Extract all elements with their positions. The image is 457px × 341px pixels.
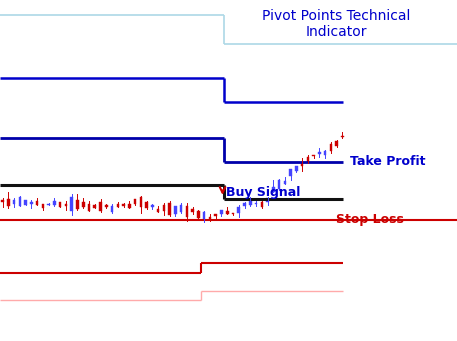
Text: Buy Signal: Buy Signal	[226, 186, 301, 199]
Bar	[13, 200, 16, 205]
Bar	[243, 203, 246, 206]
Bar	[341, 135, 344, 137]
Bar	[238, 207, 240, 213]
Bar	[220, 210, 223, 213]
Bar	[335, 142, 338, 146]
Text: Take Profit: Take Profit	[350, 155, 425, 168]
Bar	[278, 180, 281, 189]
Bar	[312, 155, 315, 157]
Bar	[76, 200, 79, 209]
Bar	[111, 206, 113, 212]
Text: Stop Loss: Stop Loss	[336, 213, 404, 226]
Bar	[266, 197, 269, 202]
Bar	[53, 202, 56, 205]
Bar	[105, 205, 107, 207]
Bar	[295, 166, 298, 170]
Bar	[168, 203, 171, 215]
Bar	[255, 203, 257, 204]
Bar	[249, 200, 251, 205]
Bar	[59, 202, 62, 207]
Bar	[128, 204, 131, 208]
Bar	[174, 206, 177, 214]
Bar	[42, 204, 44, 208]
Bar	[318, 152, 321, 154]
Bar	[19, 197, 21, 206]
Text: Pivot Points Technical
Indicator: Pivot Points Technical Indicator	[262, 9, 410, 39]
Bar	[36, 201, 38, 205]
Bar	[99, 202, 102, 211]
Bar	[94, 205, 96, 208]
Bar	[117, 204, 119, 207]
Bar	[151, 205, 154, 207]
Bar	[197, 211, 200, 218]
Bar	[88, 204, 90, 211]
Bar	[64, 204, 67, 206]
Bar	[1, 201, 4, 202]
Bar	[307, 157, 309, 162]
Bar	[82, 203, 85, 207]
Bar	[260, 202, 263, 207]
Bar	[289, 169, 292, 176]
Bar	[145, 202, 148, 208]
Bar	[272, 187, 275, 192]
Bar	[283, 181, 286, 184]
Bar	[232, 213, 234, 214]
Bar	[30, 202, 33, 204]
Bar	[163, 205, 165, 211]
Bar	[214, 214, 217, 216]
Bar	[139, 197, 142, 207]
Bar	[226, 211, 228, 214]
Bar	[191, 209, 194, 212]
Bar	[157, 209, 159, 211]
Bar	[209, 217, 211, 220]
Bar	[7, 199, 10, 206]
Bar	[48, 204, 50, 205]
Bar	[180, 205, 182, 211]
Bar	[70, 197, 73, 211]
Bar	[329, 144, 332, 151]
Bar	[301, 162, 303, 166]
Bar	[122, 205, 125, 206]
Bar	[324, 151, 326, 155]
Bar	[24, 201, 27, 205]
Bar	[186, 206, 188, 217]
Bar	[203, 212, 206, 220]
Bar	[134, 199, 136, 205]
